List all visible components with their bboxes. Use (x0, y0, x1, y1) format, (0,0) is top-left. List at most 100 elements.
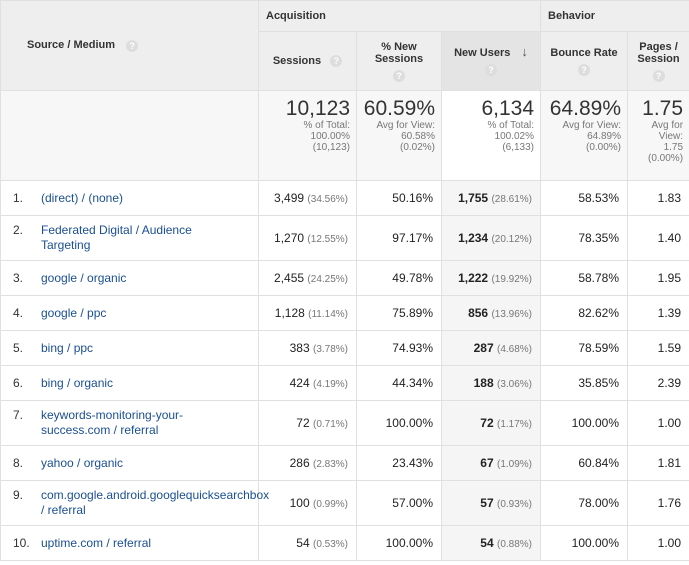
source-cell: 7. keywords-monitoring-your-success.com /… (0, 400, 259, 446)
new-users-value: 72 (480, 416, 494, 430)
pages-session-cell: 1.59 (627, 330, 689, 366)
bounce-rate-header-label: Bounce Rate (550, 46, 618, 59)
new-users-value: 54 (480, 536, 494, 550)
new-users-value: 1,234 (458, 231, 489, 245)
help-icon[interactable]: ? (485, 64, 497, 76)
pages-session-cell: 1.39 (627, 295, 689, 331)
new-users-cell: 54 (0.88%) (440, 525, 542, 561)
pages-session-cell: 1.00 (627, 525, 689, 561)
row-index: 9. (13, 488, 24, 502)
bounce-rate-cell: 35.85% (540, 365, 629, 401)
table-row: 5. bing / ppc 383 (3.78%) 74.93% 287 (4.68%)… (0, 330, 689, 366)
source-link[interactable]: bing / ppc (41, 340, 94, 355)
source-link[interactable]: yahoo / organic (41, 455, 124, 470)
new-users-header-label: New Users (454, 47, 511, 59)
source-cell: 9. com.google.android.googlequicksearchbo… (0, 480, 270, 526)
help-icon[interactable]: ? (652, 69, 665, 82)
sessions-value: 3,499 (274, 191, 305, 205)
new-users-cell: 67 (1.09%) (440, 445, 542, 481)
new-users-cell: 1,234 (20.12%) (440, 215, 542, 261)
pages-session-cell: 2.39 (627, 365, 689, 401)
total-value: 10,123 (285, 97, 350, 120)
new-users-cell: 72 (1.17%) (440, 400, 542, 446)
data-rows: 1. (direct) / (none) 3,499 (34.56%) 50.16% 1… (0, 180, 689, 561)
new-users-percent: (3.06%) (497, 379, 533, 390)
new-users-percent: (0.88%) (497, 539, 533, 550)
new-users-percent: (13.96%) (491, 309, 533, 320)
bounce-rate-cell: 100.00% (540, 400, 629, 446)
pages-session-cell: 1.83 (627, 180, 689, 216)
new-users-value: 287 (473, 341, 494, 355)
sessions-value: 72 (296, 416, 310, 430)
source-link[interactable]: com.google.android.googlequicksearchbox … (41, 488, 270, 517)
sessions-percent: (0.71%) (312, 419, 348, 430)
total-caption: % of Total: (303, 120, 350, 131)
bounce-rate-cell: 100.00% (540, 525, 629, 561)
help-icon[interactable]: ? (578, 63, 591, 76)
behavior-group-header: Behavior (540, 0, 689, 32)
total-value: 64.89% (549, 97, 622, 120)
new-users-percent: (1.09%) (497, 459, 533, 470)
table-row: 10. uptime.com / referral 54 (0.53%) 100.00… (0, 525, 689, 561)
source-cell: 5. bing / ppc (0, 330, 259, 366)
table-row: 9. com.google.android.googlequicksearchbo… (0, 480, 689, 526)
row-index: 5. (13, 340, 24, 355)
new-users-header[interactable]: New Users ↓ ? (440, 31, 542, 91)
acquisition-group-header: Acquisition (257, 0, 542, 32)
sessions-percent: (11.14%) (308, 309, 348, 320)
sort-descending-icon[interactable]: ↓ (521, 44, 528, 59)
source-link[interactable]: uptime.com / referral (41, 535, 152, 550)
sessions-header[interactable]: Sessions ? (258, 31, 357, 91)
source-cell: 3. google / organic (0, 260, 259, 296)
new-users-value: 856 (468, 306, 489, 320)
sessions-value: 424 (289, 376, 310, 390)
help-icon[interactable]: ? (126, 39, 139, 52)
totals-bounce-rate: 64.89% Avg for View: 64.89% (0.00%) (540, 90, 629, 181)
source-link[interactable]: google / ppc (41, 305, 107, 320)
totals-row: 10,123 % of Total: 100.00% (10,123) 60.5… (0, 90, 689, 181)
help-icon[interactable]: ? (330, 55, 343, 68)
source-link[interactable]: Federated Digital / Audience Targeting (41, 223, 192, 252)
total-caption: 1.75 (663, 142, 684, 153)
source-link[interactable]: bing / organic (41, 375, 114, 390)
total-caption: 64.89% (587, 131, 622, 142)
total-caption: (0.00%) (648, 153, 684, 164)
table-row: 4. google / ppc 1,128 (11.14%) 75.89% 856 (1… (0, 295, 689, 331)
bounce-rate-header[interactable]: Bounce Rate ? (540, 31, 629, 91)
bounce-rate-cell: 78.59% (540, 330, 629, 366)
total-caption: 60.58% (401, 131, 435, 142)
sessions-value: 1,270 (274, 231, 305, 245)
total-caption: (10,123) (312, 142, 350, 153)
totals-pages-session: 1.75 Avg for View: 1.75 (0.00%) (627, 90, 689, 181)
total-caption: 100.00% (310, 131, 350, 142)
new-sessions-cell: 97.17% (356, 215, 442, 261)
total-value: 1.75 (642, 97, 684, 120)
pages-session-header[interactable]: Pages / Session ? (627, 31, 689, 91)
new-users-percent: (20.12%) (491, 234, 533, 245)
sessions-value: 1,128 (274, 306, 305, 320)
pages-session-cell: 1.40 (627, 215, 689, 261)
new-sessions-header[interactable]: % New Sessions ? (356, 31, 442, 91)
source-cell: 2. Federated Digital / Audience Targeting (0, 215, 259, 261)
source-link[interactable]: keywords-monitoring-your-success.com / r… (41, 408, 184, 437)
bounce-rate-cell: 78.35% (540, 215, 629, 261)
sessions-value: 100 (289, 496, 310, 510)
total-caption: View: (658, 131, 684, 142)
source-cell: 8. yahoo / organic (0, 445, 259, 481)
sessions-value: 286 (289, 456, 310, 470)
new-users-cell: 856 (13.96%) (440, 295, 542, 331)
new-sessions-cell: 57.00% (356, 480, 442, 526)
source-link[interactable]: (direct) / (none) (41, 190, 124, 205)
source-link[interactable]: google / organic (41, 270, 127, 285)
bounce-rate-cell: 58.53% (540, 180, 629, 216)
new-users-cell: 287 (4.68%) (440, 330, 542, 366)
sessions-cell: 72 (0.71%) (258, 400, 357, 446)
total-caption: (6,133) (502, 142, 535, 153)
new-users-percent: (0.93%) (497, 499, 533, 510)
source-medium-header[interactable]: Source / Medium ? (0, 0, 259, 91)
help-icon[interactable]: ? (393, 69, 405, 82)
sessions-percent: (34.56%) (307, 194, 348, 205)
new-sessions-cell: 74.93% (356, 330, 442, 366)
source-cell: 6. bing / organic (0, 365, 259, 401)
new-sessions-cell: 100.00% (356, 400, 442, 446)
